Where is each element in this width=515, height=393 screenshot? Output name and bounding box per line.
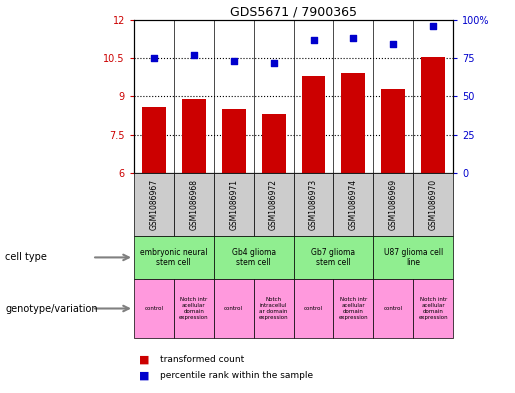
Text: GSM1086970: GSM1086970 — [429, 179, 438, 230]
Text: Notch intr
acellular
domain
expression: Notch intr acellular domain expression — [338, 298, 368, 320]
Text: Notch intr
acellular
domain
expression: Notch intr acellular domain expression — [418, 298, 448, 320]
Bar — [421, 57, 445, 173]
Bar — [413, 279, 453, 338]
Bar — [381, 88, 405, 173]
Text: ■: ■ — [139, 370, 149, 380]
Point — [310, 37, 318, 43]
Bar — [214, 173, 253, 236]
Text: control: control — [144, 306, 163, 311]
Bar — [294, 236, 373, 279]
Bar — [334, 173, 373, 236]
Bar — [174, 279, 214, 338]
Text: Notch intr
acellular
domain
expression: Notch intr acellular domain expression — [179, 298, 209, 320]
Bar — [294, 173, 334, 236]
Text: U87 glioma cell
line: U87 glioma cell line — [384, 248, 443, 267]
Bar — [334, 279, 373, 338]
Bar — [214, 236, 294, 279]
Bar — [373, 279, 413, 338]
Text: GSM1086969: GSM1086969 — [389, 179, 398, 230]
Point — [269, 59, 278, 66]
Point — [190, 52, 198, 58]
Bar — [341, 73, 365, 173]
Bar — [373, 173, 413, 236]
Bar — [253, 279, 294, 338]
Text: Notch
intracellul
ar domain
expression: Notch intracellul ar domain expression — [259, 298, 288, 320]
Bar — [221, 109, 246, 173]
Text: genotype/variation: genotype/variation — [5, 303, 98, 314]
Bar — [182, 99, 205, 173]
Text: Gb7 glioma
stem cell: Gb7 glioma stem cell — [312, 248, 355, 267]
Point — [349, 35, 357, 41]
Bar — [142, 107, 166, 173]
Text: GSM1086973: GSM1086973 — [309, 179, 318, 230]
Bar — [301, 76, 325, 173]
Bar — [373, 236, 453, 279]
Bar — [134, 173, 174, 236]
Point — [389, 41, 398, 47]
Text: GSM1086974: GSM1086974 — [349, 179, 358, 230]
Bar — [174, 173, 214, 236]
Text: transformed count: transformed count — [160, 355, 244, 364]
Text: control: control — [224, 306, 243, 311]
Point — [230, 58, 238, 64]
Point — [150, 55, 158, 61]
Bar — [413, 173, 453, 236]
Bar — [134, 279, 174, 338]
Text: GSM1086967: GSM1086967 — [149, 179, 158, 230]
Bar — [262, 114, 285, 173]
Bar — [294, 279, 334, 338]
Text: embryonic neural
stem cell: embryonic neural stem cell — [140, 248, 208, 267]
Text: ■: ■ — [139, 354, 149, 365]
Text: control: control — [384, 306, 403, 311]
Text: percentile rank within the sample: percentile rank within the sample — [160, 371, 313, 380]
Bar — [214, 279, 253, 338]
Text: GSM1086968: GSM1086968 — [190, 179, 198, 230]
Title: GDS5671 / 7900365: GDS5671 / 7900365 — [230, 6, 357, 18]
Text: GSM1086971: GSM1086971 — [229, 179, 238, 230]
Text: Gb4 glioma
stem cell: Gb4 glioma stem cell — [232, 248, 276, 267]
Bar — [134, 236, 214, 279]
Bar — [253, 173, 294, 236]
Text: GSM1086972: GSM1086972 — [269, 179, 278, 230]
Text: cell type: cell type — [5, 252, 47, 263]
Text: control: control — [304, 306, 323, 311]
Point — [429, 23, 437, 29]
